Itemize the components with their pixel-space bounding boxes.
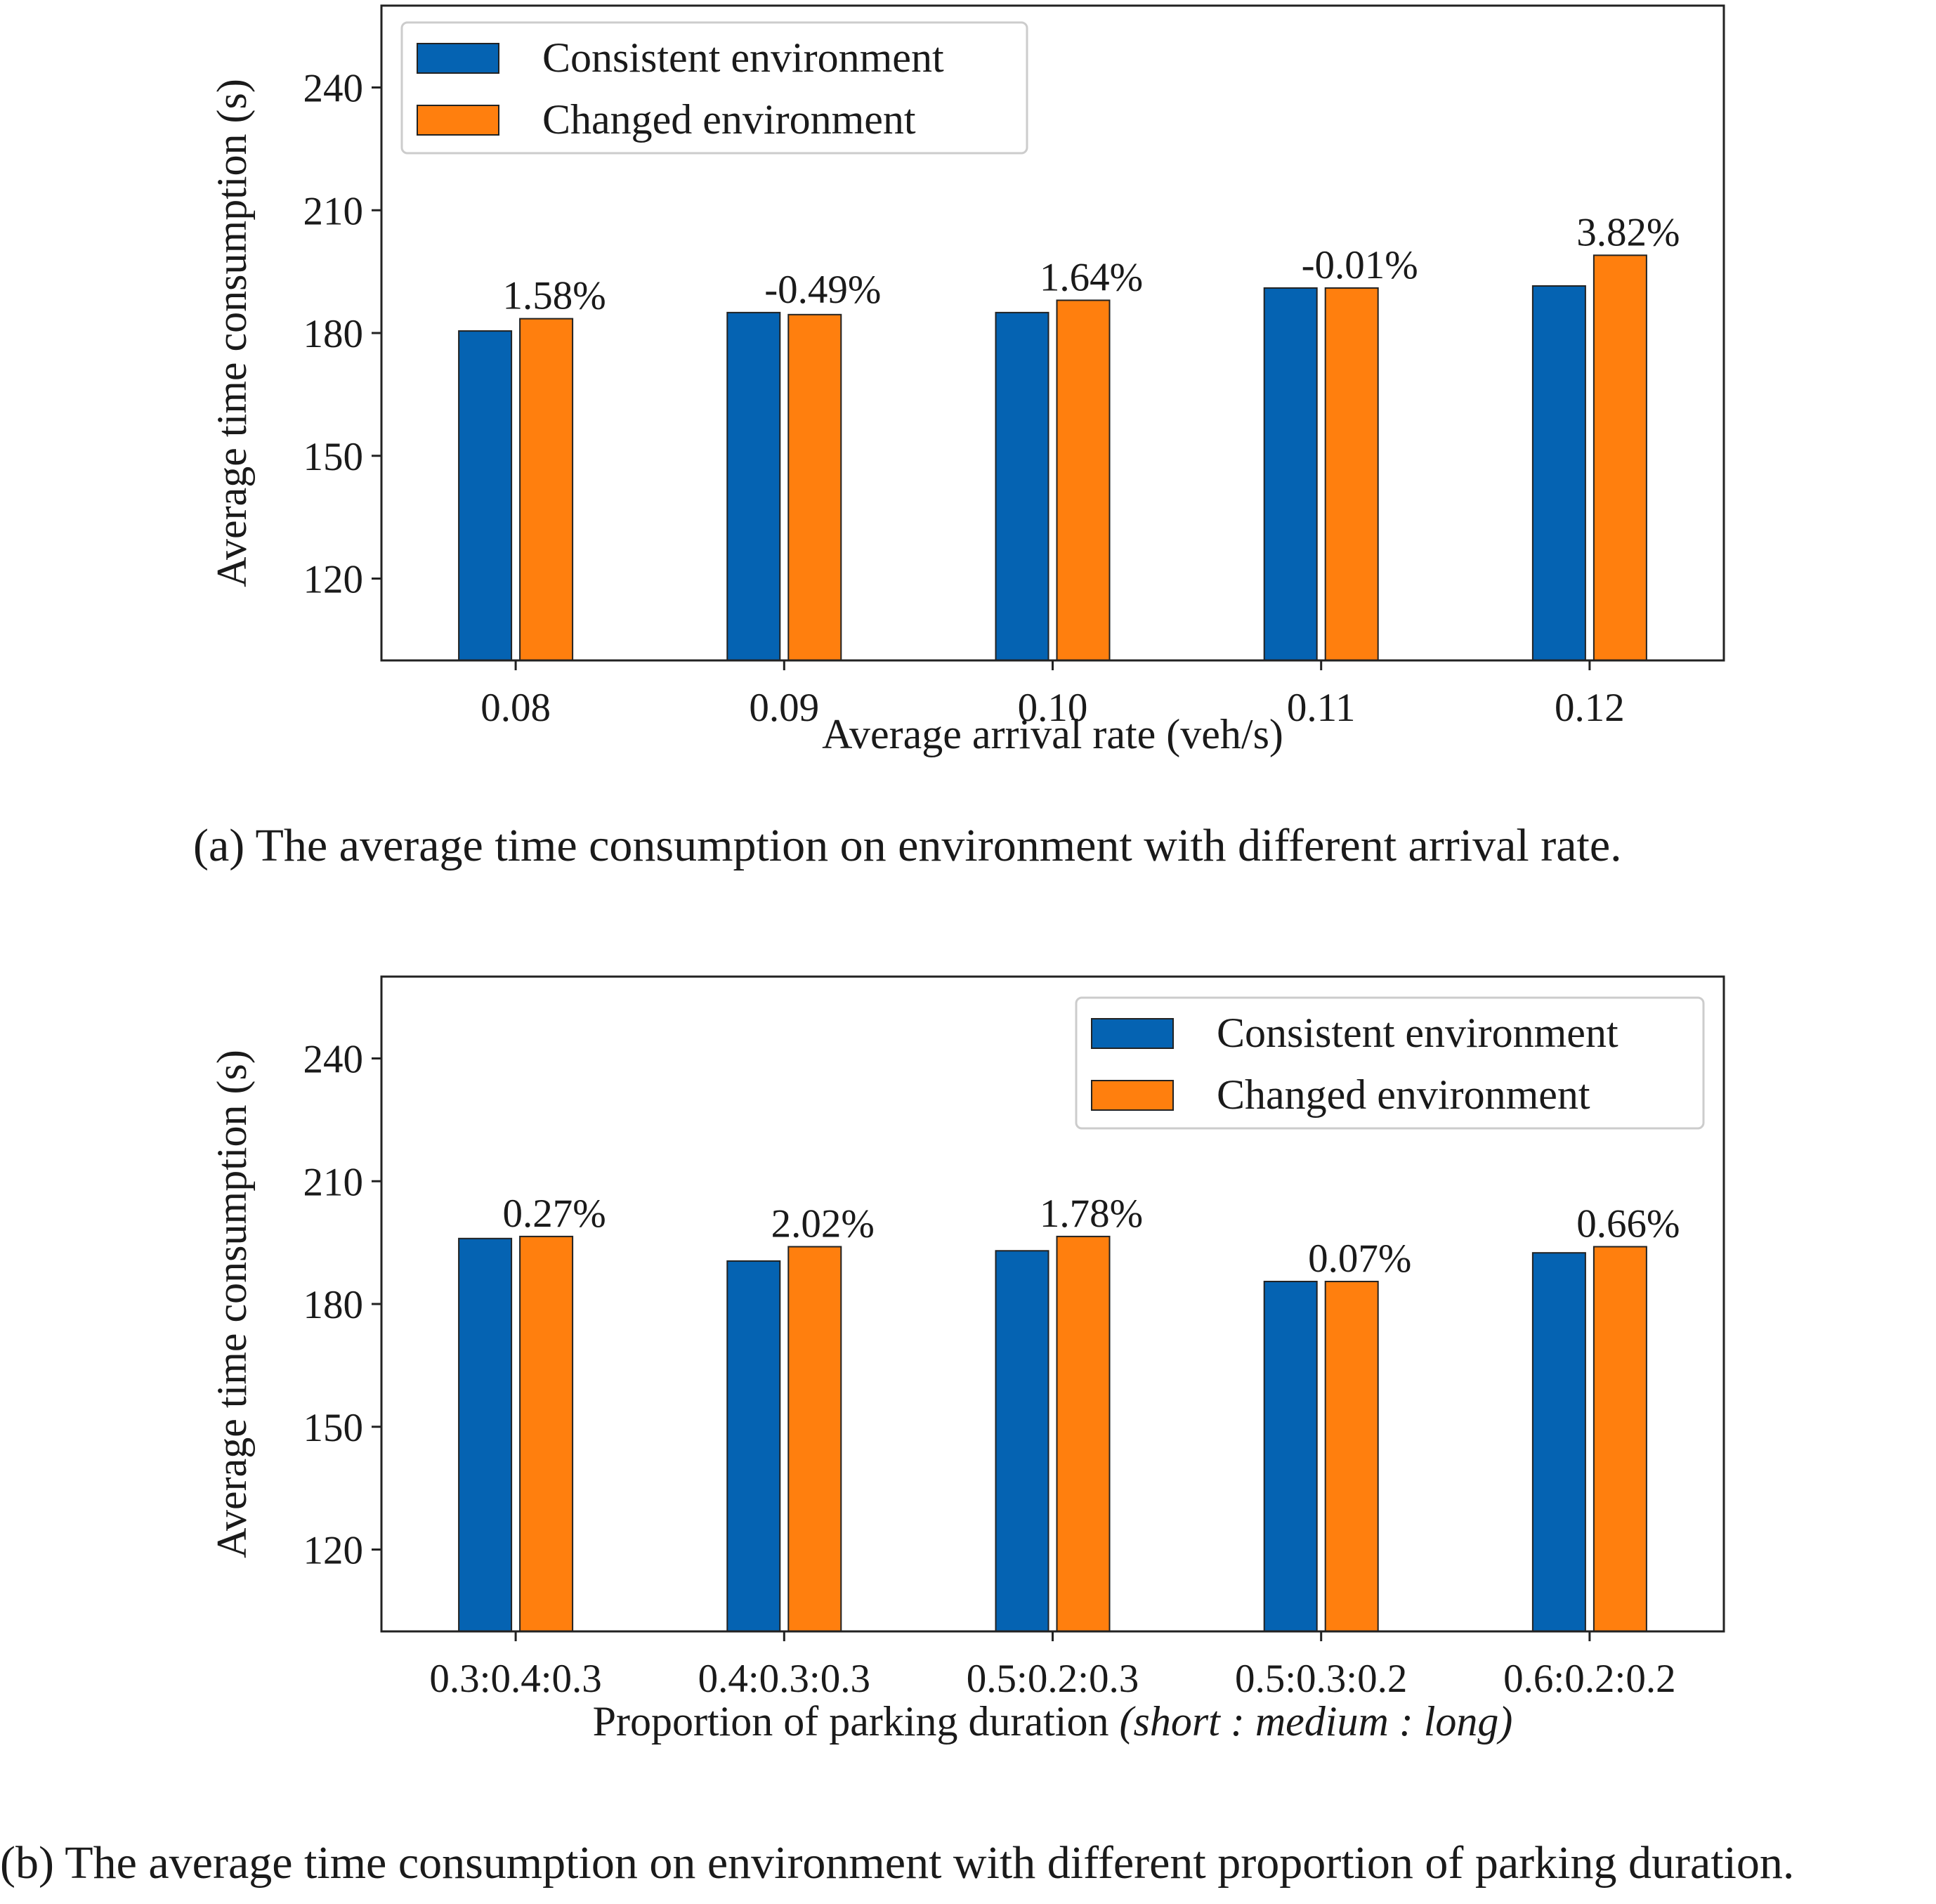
- figure-caption: (a) The average time consumption on envi…: [193, 820, 1622, 871]
- data-label: 2.02%: [771, 1201, 875, 1246]
- legend-label: Changed environment: [542, 96, 916, 143]
- x-tick-label: 0.5:0.2:0.3: [967, 1657, 1139, 1701]
- data-label: 1.58%: [502, 274, 606, 318]
- y-tick-label: 180: [303, 312, 364, 356]
- x-tick-label: 0.09: [749, 686, 819, 730]
- y-tick-label: 150: [303, 1406, 364, 1450]
- chart-b: 0.27% 0.3:0.4:0.3 2.02% 0.4:0.3:0.3 1.78% 0.5…: [0, 975, 1794, 1889]
- y-axis-label: Average time consumption (s): [209, 79, 255, 587]
- bar-consistent-0: [458, 1237, 513, 1633]
- figure-caption: (b) The average time consumption on envi…: [0, 1837, 1794, 1889]
- plot-frame: [380, 4, 1725, 662]
- legend-label: Consistent environment: [1217, 1010, 1618, 1056]
- data-label: 0.07%: [1308, 1237, 1411, 1281]
- y-axis-label: Average time consumption (s): [209, 1050, 255, 1558]
- bar-consistent-3: [1263, 287, 1318, 661]
- y-tick-label: 120: [303, 1529, 364, 1573]
- y-tick-label: 120: [303, 558, 364, 602]
- bar-changed-4: [1592, 1246, 1647, 1632]
- bar-consistent-3: [1263, 1280, 1318, 1633]
- bar-consistent-2: [995, 1250, 1049, 1632]
- bar-consistent-4: [1531, 285, 1586, 661]
- x-axis-label: Proportion of parking duration (short : …: [593, 1698, 1513, 1745]
- bar-changed-0: [519, 1235, 574, 1632]
- x-tick-label: 0.12: [1555, 686, 1625, 730]
- legend-label: Changed environment: [1217, 1071, 1590, 1118]
- legend-label: Consistent environment: [542, 34, 944, 81]
- legend: Consistent environment Changed environmen…: [400, 21, 1028, 155]
- bar-changed-3: [1324, 287, 1379, 661]
- bar-consistent-1: [726, 311, 781, 661]
- bar-consistent-0: [458, 330, 513, 661]
- bar-changed-1: [787, 313, 842, 661]
- bar-consistent-4: [1531, 1252, 1586, 1632]
- x-tick-label: 0.10: [1018, 686, 1088, 730]
- y-tick-label: 240: [303, 67, 364, 111]
- legend-box: [400, 21, 1028, 155]
- bar-changed-0: [519, 318, 574, 661]
- x-axis-label: Average arrival rate (veh/s): [822, 711, 1283, 757]
- x-tick-label: 0.6:0.2:0.2: [1503, 1657, 1675, 1701]
- bar-changed-4: [1592, 254, 1647, 661]
- chart-a: 1.58% 0.08 -0.49% 0.09 1.64% 0.10 -0.01% 0.11 3.…: [193, 4, 1725, 871]
- y-tick-label: 180: [303, 1283, 364, 1327]
- bar-consistent-1: [726, 1260, 781, 1632]
- x-tick-label: 0.4:0.3:0.3: [698, 1657, 870, 1701]
- data-label: -0.01%: [1302, 243, 1418, 287]
- x-tick-label: 0.3:0.4:0.3: [429, 1657, 601, 1701]
- bar-changed-2: [1056, 1235, 1111, 1632]
- x-axis-label-text: Average arrival rate (veh/s): [822, 711, 1283, 757]
- data-label: -0.49%: [764, 268, 881, 312]
- y-tick-label: 240: [303, 1038, 364, 1082]
- data-label: 0.27%: [502, 1192, 606, 1236]
- data-label: 3.82%: [1576, 210, 1680, 254]
- legend-box: [1075, 996, 1705, 1130]
- y-tick-label: 210: [303, 189, 364, 233]
- bar-changed-2: [1056, 299, 1111, 661]
- data-label: 1.78%: [1040, 1192, 1143, 1236]
- legend: Consistent environment Changed environmen…: [1075, 996, 1705, 1130]
- bar-changed-3: [1324, 1280, 1379, 1633]
- bar-changed-1: [787, 1246, 842, 1632]
- legend-swatch-changed: [417, 105, 499, 136]
- legend-swatch-changed: [1091, 1080, 1174, 1111]
- data-label: 0.66%: [1576, 1201, 1680, 1246]
- plot-frame: [380, 975, 1725, 1633]
- bar-consistent-2: [995, 311, 1049, 661]
- data-label: 1.64%: [1040, 255, 1143, 299]
- x-tick-label: 0.5:0.3:0.2: [1235, 1657, 1407, 1701]
- x-axis-label-text: Proportion of parking duration: [593, 1698, 1120, 1745]
- x-tick-label: 0.11: [1287, 686, 1356, 730]
- x-tick-label: 0.08: [480, 686, 551, 730]
- y-tick-label: 210: [303, 1160, 364, 1204]
- y-tick-label: 150: [303, 435, 364, 479]
- legend-swatch-consistent: [1091, 1018, 1174, 1049]
- legend-swatch-consistent: [417, 43, 499, 74]
- x-axis-label-italic: (short : medium : long): [1119, 1698, 1512, 1745]
